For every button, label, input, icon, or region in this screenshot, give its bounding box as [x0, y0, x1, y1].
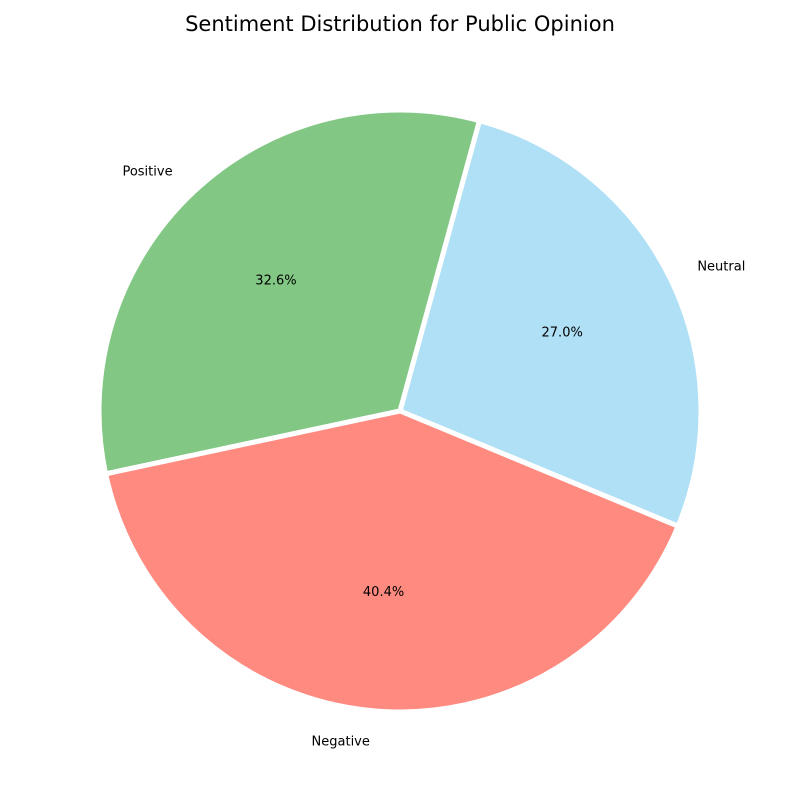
pie-slice-neutral: [397, 118, 704, 529]
percent-label-neutral: 27.0%: [542, 326, 583, 341]
slice-label-positive: Positive: [122, 164, 172, 179]
pie-slices: [96, 107, 704, 715]
pie-slice-negative: [103, 408, 681, 715]
percent-label-negative: 40.4%: [363, 585, 404, 600]
percent-label-positive: 32.6%: [255, 274, 296, 289]
chart-title: Sentiment Distribution for Public Opinio…: [185, 12, 615, 36]
slice-label-neutral: Neutral: [697, 259, 745, 274]
slice-label-negative: Negative: [312, 735, 370, 750]
pie-labels: Neutral 27.0% Positive 32.6% Negative 40.4%: [122, 164, 745, 749]
pie-slice-positive: [96, 107, 482, 477]
